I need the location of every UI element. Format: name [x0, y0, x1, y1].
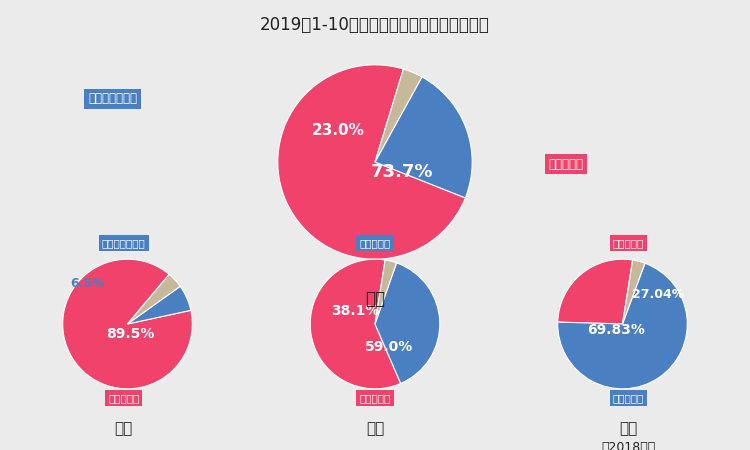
Wedge shape: [278, 65, 465, 259]
Text: 2019年1-10月，新报告发现艾滋病感染者中: 2019年1-10月，新报告发现艾滋病感染者中: [260, 16, 490, 34]
Text: 异性性传播: 异性性传播: [613, 238, 644, 248]
Wedge shape: [558, 263, 687, 389]
Wedge shape: [375, 260, 397, 324]
Wedge shape: [310, 259, 401, 389]
Wedge shape: [128, 286, 190, 324]
Text: 全国: 全国: [365, 290, 385, 308]
Wedge shape: [375, 77, 472, 198]
Text: 异性性传播: 异性性传播: [549, 158, 584, 171]
Text: 异性性传播: 异性性传播: [359, 393, 391, 403]
Wedge shape: [128, 274, 180, 324]
Text: 北京: 北京: [620, 421, 638, 436]
Text: 69.83%: 69.83%: [587, 324, 645, 338]
Text: 23.0%: 23.0%: [312, 123, 364, 139]
Text: 同性性传播: 同性性传播: [359, 238, 391, 248]
Text: 男性同性性传播: 男性同性性传播: [88, 93, 137, 105]
Text: 同性性传播: 同性性传播: [613, 393, 644, 403]
Wedge shape: [63, 259, 192, 389]
Text: 38.1%: 38.1%: [332, 304, 380, 318]
Wedge shape: [558, 259, 633, 324]
Text: 6.5%: 6.5%: [70, 277, 105, 290]
Text: （2018年）: （2018年）: [602, 441, 656, 450]
Wedge shape: [622, 260, 645, 324]
Wedge shape: [375, 263, 440, 383]
Text: 男男同性性传播: 男男同性性传播: [102, 238, 146, 248]
Text: 27.04%: 27.04%: [632, 288, 684, 302]
Text: 89.5%: 89.5%: [106, 327, 155, 341]
Text: 异性性传播: 异性性传播: [108, 393, 140, 403]
Text: 浙江: 浙江: [366, 421, 384, 436]
Wedge shape: [375, 69, 422, 162]
Text: 73.7%: 73.7%: [371, 163, 434, 181]
Text: 59.0%: 59.0%: [365, 340, 413, 354]
Text: 云南: 云南: [115, 421, 133, 436]
